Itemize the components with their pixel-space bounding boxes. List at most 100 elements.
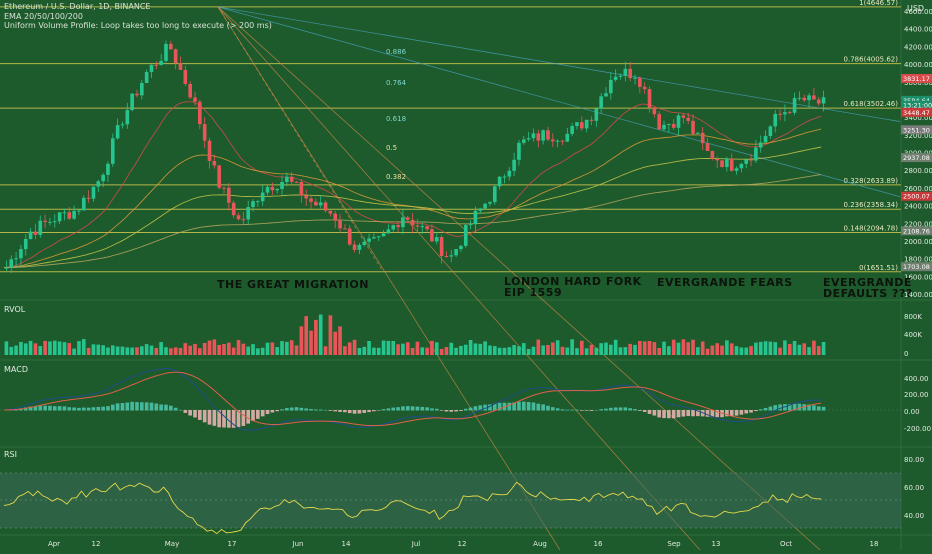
rvol-bar: [256, 348, 260, 355]
rvol-bar: [38, 346, 43, 355]
macd-histogram-bar: [183, 410, 188, 413]
price-marker: [901, 262, 932, 272]
macd-histogram-bar: [812, 405, 816, 411]
volume-profile-label[interactable]: Uniform Volume Profile: Loop takes too l…: [4, 21, 272, 30]
macd-histogram-bar: [729, 410, 734, 417]
price-marker: [901, 73, 932, 83]
candle-body: [309, 198, 313, 202]
rvol-bar: [686, 342, 691, 355]
rvol-bar: [246, 346, 250, 355]
price-tick: 1600.00: [904, 273, 932, 281]
rsi-label: RSI: [4, 450, 17, 459]
price-tick: 4000.00: [904, 61, 932, 69]
macd-histogram-bar: [715, 410, 720, 418]
fib-level-label: 0(1651.51): [859, 264, 898, 272]
candle-body: [396, 225, 400, 228]
rvol-bar: [657, 348, 661, 355]
annotation-london-fork: LONDON HARD FORK: [504, 275, 642, 288]
rvol-bar: [580, 340, 584, 355]
rvol-bar: [647, 341, 652, 355]
price-tick: 1400.00: [904, 291, 932, 299]
candle-body: [531, 133, 536, 139]
candle-body: [812, 95, 816, 100]
rvol-bar: [662, 341, 666, 355]
time-tick: Jun: [292, 540, 304, 548]
rvol-bar: [584, 348, 589, 355]
macd-histogram-bar: [478, 405, 483, 411]
macd-histogram-bar: [231, 410, 236, 428]
rvol-bar: [744, 347, 749, 355]
rvol-bar: [372, 347, 376, 355]
fan-label: 0.382: [386, 173, 406, 181]
candle-body: [478, 208, 483, 211]
candle-body: [676, 115, 681, 128]
macd-histogram-bar: [33, 406, 38, 411]
macd-histogram-bar: [463, 408, 468, 411]
macd-histogram-bar: [749, 410, 753, 413]
rvol-bar: [376, 347, 381, 355]
rvol-bar: [154, 347, 159, 355]
macd-histogram-bar: [314, 409, 318, 411]
candle-body: [652, 107, 657, 115]
candle-body: [289, 176, 294, 182]
candle-body: [454, 249, 458, 256]
candle-body: [231, 202, 236, 216]
candle-body: [691, 120, 695, 134]
rvol-bar: [173, 347, 178, 355]
macd-histogram-bar: [77, 407, 81, 411]
macd-histogram-bar: [517, 401, 521, 411]
macd-histogram-bar: [202, 410, 207, 423]
rvol-bar: [67, 343, 72, 355]
candle-body: [715, 158, 720, 161]
macd-histogram-bar: [159, 404, 163, 411]
macd-histogram-bar: [705, 410, 710, 417]
rvol-bar: [401, 343, 405, 355]
annotation-eip-1559: EIP 1559: [504, 286, 563, 299]
macd-histogram-bar: [444, 410, 449, 412]
candle-body: [183, 69, 188, 84]
rvol-bar: [439, 348, 444, 355]
candle-body: [314, 201, 318, 206]
candle-body: [526, 138, 531, 140]
rsi-tick: 60.00: [904, 484, 924, 492]
fan-line: [217, 6, 901, 122]
rvol-bar: [546, 344, 550, 355]
rvol-bar: [628, 343, 632, 355]
rvol-bar: [4, 341, 9, 355]
macd-histogram-bar: [285, 408, 289, 411]
macd-histogram-bar: [135, 402, 139, 411]
candle-body: [401, 217, 405, 228]
rvol-bar: [575, 348, 579, 355]
candle-body: [367, 238, 371, 242]
ema-indicator-label[interactable]: EMA 20/50/100/200: [4, 12, 83, 21]
macd-histogram-bar: [681, 410, 686, 417]
macd-histogram-bar: [86, 407, 91, 411]
macd-histogram-bar: [227, 410, 231, 428]
candle-body: [260, 192, 265, 202]
rvol-bar: [623, 347, 628, 355]
macd-histogram-bar: [299, 407, 304, 411]
rvol-bar: [81, 339, 86, 355]
candle-body: [227, 187, 231, 203]
candle-body: [787, 112, 792, 114]
macd-histogram-bar: [169, 405, 173, 411]
macd-histogram-bar: [459, 410, 463, 411]
macd-histogram-bar: [667, 410, 671, 419]
candle-body: [391, 225, 396, 230]
rvol-bar: [700, 341, 705, 355]
rvol-bar: [492, 346, 497, 355]
fan-label: 0.886: [386, 48, 407, 56]
macd-histogram-bar: [618, 407, 623, 411]
candle-body: [270, 186, 275, 191]
macd-histogram-bar: [188, 410, 192, 416]
macd-histogram-bar: [405, 406, 410, 411]
macd-histogram-bar: [144, 402, 149, 411]
rvol-bar: [227, 342, 231, 355]
time-tick: 14: [342, 540, 351, 548]
rvol-bar: [318, 314, 323, 355]
rvol-bar: [289, 340, 294, 355]
macd-histogram-bar: [662, 410, 666, 419]
candle-body: [550, 139, 555, 142]
